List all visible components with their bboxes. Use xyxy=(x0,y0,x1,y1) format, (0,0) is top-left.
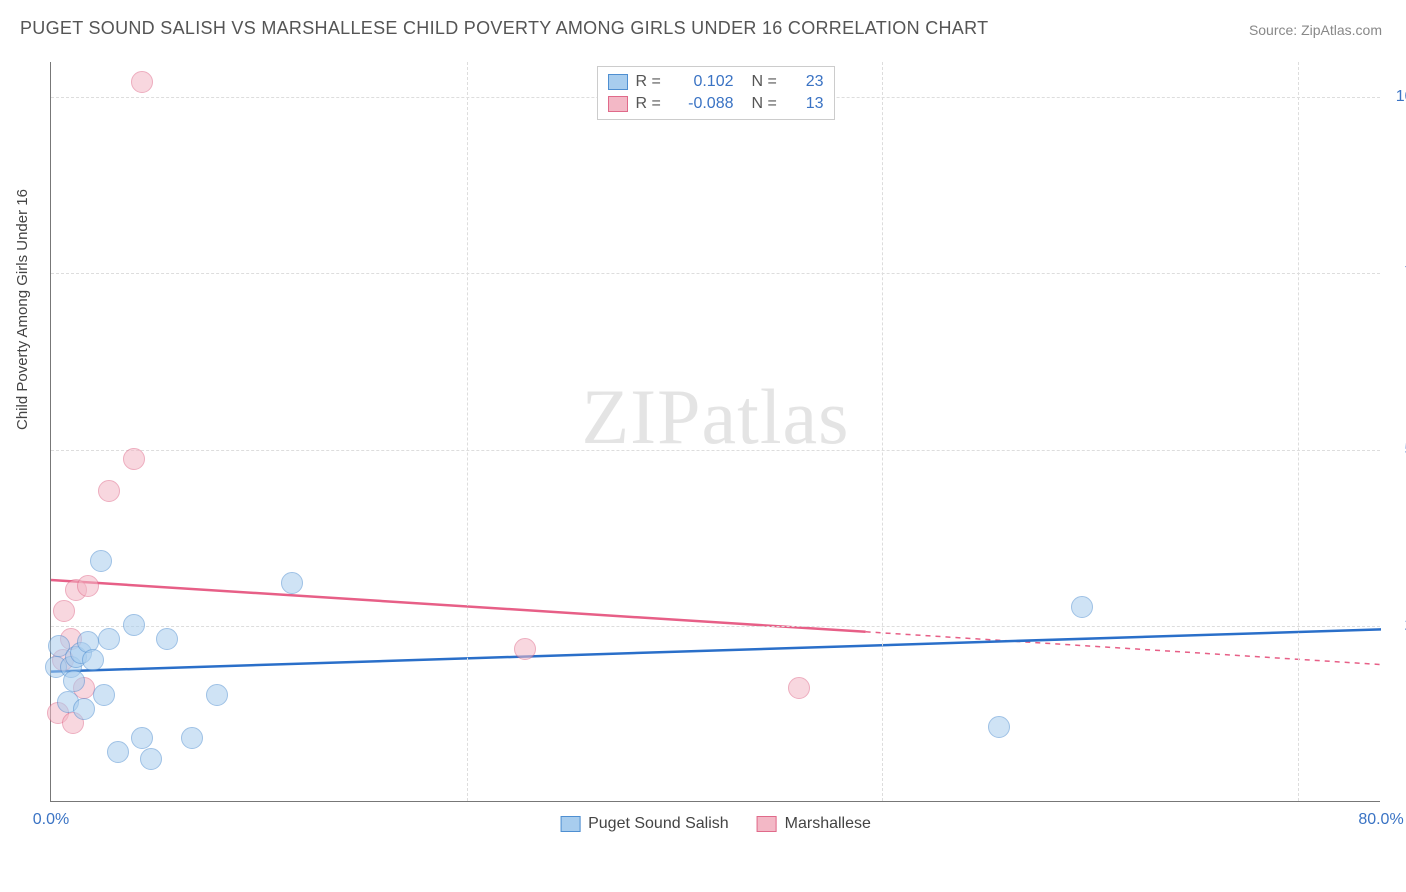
data-point-marshallese xyxy=(514,638,536,660)
data-point-puget-sound-salish xyxy=(156,628,178,650)
data-point-puget-sound-salish xyxy=(107,741,129,763)
series-legend: Puget Sound Salish Marshallese xyxy=(560,815,871,833)
legend-r-label: R = xyxy=(636,95,666,113)
data-point-marshallese xyxy=(77,575,99,597)
chart-title: PUGET SOUND SALISH VS MARSHALLESE CHILD … xyxy=(20,18,988,39)
legend-r-label: R = xyxy=(636,73,666,91)
data-point-puget-sound-salish xyxy=(63,670,85,692)
data-point-puget-sound-salish xyxy=(206,684,228,706)
x-tick-label: 80.0% xyxy=(1358,811,1403,829)
data-point-puget-sound-salish xyxy=(181,727,203,749)
data-point-puget-sound-salish xyxy=(90,550,112,572)
data-point-puget-sound-salish xyxy=(140,748,162,770)
legend-n-value: 13 xyxy=(794,95,824,113)
data-point-puget-sound-salish xyxy=(123,614,145,636)
y-tick-label: 25.0% xyxy=(1390,617,1406,635)
y-tick-label: 75.0% xyxy=(1390,264,1406,282)
gridline-h xyxy=(51,273,1380,274)
legend-bottom-item: Puget Sound Salish xyxy=(560,815,729,833)
data-point-puget-sound-salish xyxy=(131,727,153,749)
legend-series-label: Puget Sound Salish xyxy=(588,815,729,833)
data-point-puget-sound-salish xyxy=(98,628,120,650)
trend-lines-svg xyxy=(51,62,1381,802)
legend-n-value: 23 xyxy=(794,73,824,91)
data-point-marshallese xyxy=(53,600,75,622)
data-point-puget-sound-salish xyxy=(1071,596,1093,618)
data-point-puget-sound-salish xyxy=(93,684,115,706)
legend-r-value: -0.088 xyxy=(674,95,734,113)
trendline-marshallese xyxy=(51,580,866,632)
legend-top-row: R = -0.088 N = 13 xyxy=(608,93,824,115)
source-link[interactable]: ZipAtlas.com xyxy=(1301,22,1382,38)
data-point-puget-sound-salish xyxy=(82,649,104,671)
y-tick-label: 100.0% xyxy=(1390,88,1406,106)
gridline-h xyxy=(51,626,1380,627)
x-tick-label: 0.0% xyxy=(33,811,69,829)
data-point-marshallese xyxy=(788,677,810,699)
legend-r-value: 0.102 xyxy=(674,73,734,91)
source-attribution: Source: ZipAtlas.com xyxy=(1249,22,1382,38)
legend-bottom-item: Marshallese xyxy=(757,815,871,833)
scatter-plot-area: ZIPatlas R =0.102N =23R =-0.088N =13 Pug… xyxy=(50,62,1380,802)
legend-swatch xyxy=(608,74,628,90)
gridline-v xyxy=(1298,62,1299,801)
correlation-legend: R = 0.102 N = 23 R = -0.088 N = 13 xyxy=(597,66,835,120)
source-label: Source: xyxy=(1249,22,1301,38)
data-point-marshallese xyxy=(98,480,120,502)
data-point-marshallese xyxy=(131,71,153,93)
legend-swatch xyxy=(757,816,777,832)
data-point-puget-sound-salish xyxy=(73,698,95,720)
gridline-v xyxy=(882,62,883,801)
legend-top-row: R = 0.102 N = 23 xyxy=(608,71,824,93)
data-point-puget-sound-salish xyxy=(281,572,303,594)
y-axis-label: Child Poverty Among Girls Under 16 xyxy=(14,189,31,430)
data-point-marshallese xyxy=(123,448,145,470)
trendline-puget-sound-salish xyxy=(51,629,1381,671)
legend-swatch xyxy=(560,816,580,832)
data-point-puget-sound-salish xyxy=(988,716,1010,738)
legend-series-label: Marshallese xyxy=(785,815,871,833)
gridline-h xyxy=(51,450,1380,451)
legend-swatch xyxy=(608,96,628,112)
gridline-v xyxy=(467,62,468,801)
legend-n-label: N = xyxy=(752,73,786,91)
y-tick-label: 50.0% xyxy=(1390,441,1406,459)
legend-n-label: N = xyxy=(752,95,786,113)
